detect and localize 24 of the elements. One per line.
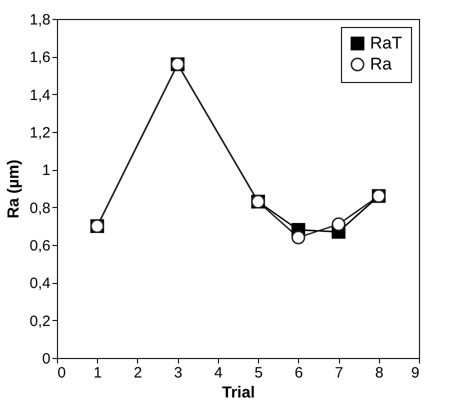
y-axis-title: Ra (µm) [6,160,23,218]
y-tick-label: 0,2 [30,312,50,330]
y-tick-label: 1,6 [30,49,50,66]
y-tick-label: 1,2 [30,124,50,142]
legend-label: RaT [370,34,402,52]
x-tick-label: 7 [334,364,344,382]
y-tick-label: 1,4 [30,86,50,104]
x-tick-label: 6 [294,364,304,382]
y-tick-label: 0 [42,350,50,368]
x-tick-label: 5 [254,364,263,382]
x-tick-label: 4 [214,364,223,382]
y-tick-label: 0,6 [30,238,50,254]
x-tick-label: 9 [411,364,420,382]
x-tick-label: 0 [58,364,66,382]
x-tick-label: 1 [94,364,102,382]
y-tick-label: 1,8 [30,12,50,28]
y-tick-label: 1 [42,162,50,180]
x-tick-label: 2 [134,364,142,382]
x-tick-label: 3 [174,364,182,382]
x-axis-title: Trial [222,384,255,402]
y-tick-label: 0,8 [30,200,50,217]
legend-label: Ra [370,54,392,74]
x-tick-label: 8 [375,364,384,382]
y-tick-label: 0,4 [30,275,50,292]
